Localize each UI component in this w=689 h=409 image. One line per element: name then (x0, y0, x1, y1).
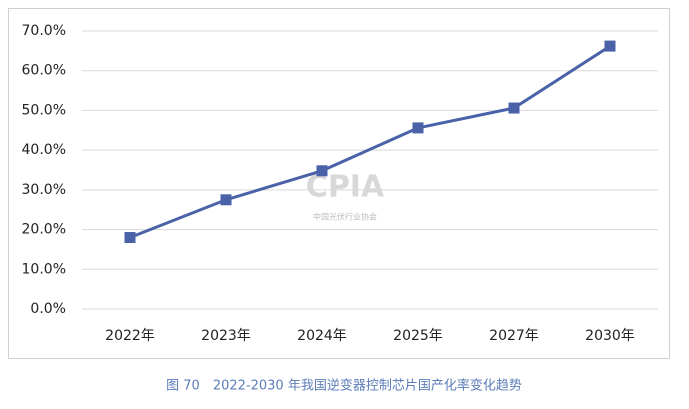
marker (412, 122, 424, 134)
y-tick-label: 20.0% (22, 222, 66, 238)
marker (124, 232, 136, 244)
x-tick-label: 2030年 (585, 328, 635, 344)
y-tick-label: 10.0% (22, 261, 66, 277)
x-tick-label: 2025年 (393, 328, 443, 344)
line (129, 44, 611, 239)
x-tick-label: 2022年 (105, 328, 155, 344)
y-tick-label: 50.0% (22, 102, 66, 118)
y-tick-label: 0.0% (30, 301, 66, 317)
y-tick-label: 40.0% (22, 142, 66, 158)
caption: 图 70 2022-2030 年我国逆变器控制芯片国产化率变化趋势 (166, 378, 522, 394)
y-tick-label: 60.0% (22, 63, 66, 79)
x-tick-label: 2023年 (201, 328, 251, 344)
y-tick-label: 70.0% (22, 23, 66, 39)
marker (220, 194, 232, 206)
chart-frame (8, 8, 670, 359)
x-tick-label: 2024年 (297, 328, 347, 344)
marker (508, 102, 520, 114)
marker (604, 40, 616, 52)
watermark: 中国光伏行业协会 (313, 212, 377, 222)
y-tick-label: 30.0% (22, 182, 66, 198)
marker (316, 165, 328, 177)
x-tick-label: 2027年 (489, 328, 539, 344)
